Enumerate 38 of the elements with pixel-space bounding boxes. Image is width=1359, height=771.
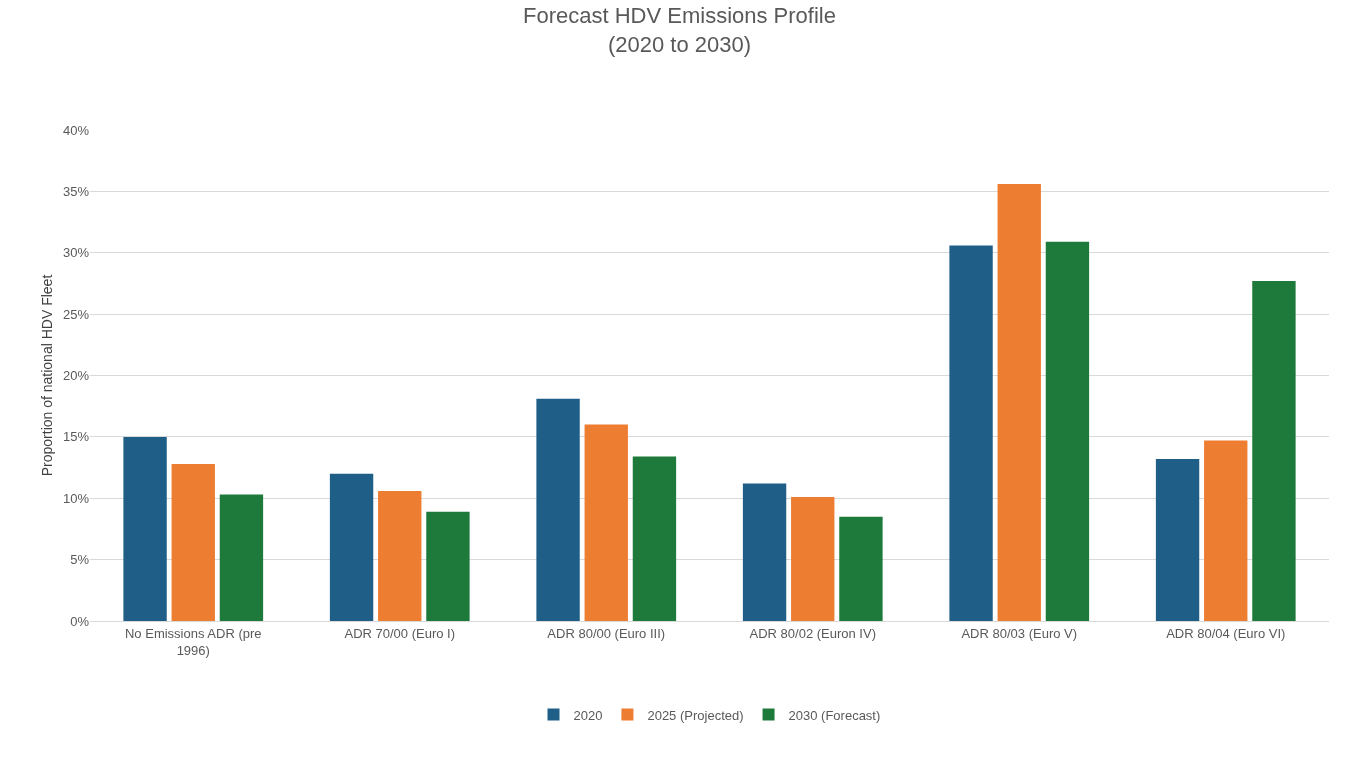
y-tick-label: 15% — [62, 429, 90, 445]
y-tick-label: 30% — [62, 245, 90, 261]
legend-label: 2025 (Projected) — [647, 707, 744, 723]
bar — [791, 497, 835, 621]
bar — [171, 463, 215, 621]
bar — [949, 245, 993, 621]
bar — [426, 511, 470, 621]
x-tick-label: ADR 80/00 (Euro III) — [547, 625, 666, 641]
y-axis-title: Proportion of national HDV Fleet — [39, 274, 55, 477]
y-tick-label: 10% — [62, 490, 90, 506]
x-tick-label: ADR 70/00 (Euro I) — [344, 625, 456, 641]
bar — [378, 490, 422, 621]
bar — [329, 473, 374, 621]
bar — [742, 483, 787, 621]
legend-label: 2030 (Forecast) — [788, 707, 881, 723]
x-tick-label: ADR 80/04 (Euro VI) — [1166, 625, 1286, 641]
bar — [632, 456, 677, 621]
bar — [1045, 241, 1090, 621]
bar — [584, 424, 628, 621]
bar — [997, 184, 1041, 621]
x-tick-label: ADR 80/02 (Euron IV) — [749, 625, 876, 641]
x-tick-label: No Emissions ADR (pre 1996) — [124, 625, 262, 658]
y-tick-label: 35% — [62, 183, 90, 199]
legend-label: 2020 — [573, 707, 603, 723]
bar — [219, 494, 264, 621]
bar — [123, 436, 167, 621]
bar — [1204, 440, 1248, 621]
y-tick-label: 20% — [62, 368, 90, 384]
chart-title: Forecast HDV Emissions Profile (2020 to 2030) — [523, 3, 836, 57]
y-tick-label: 40% — [62, 122, 90, 138]
bar — [1155, 458, 1200, 621]
bar — [839, 516, 883, 621]
bar — [1252, 280, 1296, 621]
bar — [536, 398, 580, 621]
y-tick-label: 5% — [70, 552, 90, 568]
y-tick-label: 0% — [70, 613, 90, 629]
y-tick-label: 25% — [62, 306, 90, 322]
x-tick-label: ADR 80/03 (Euro V) — [961, 625, 1078, 641]
